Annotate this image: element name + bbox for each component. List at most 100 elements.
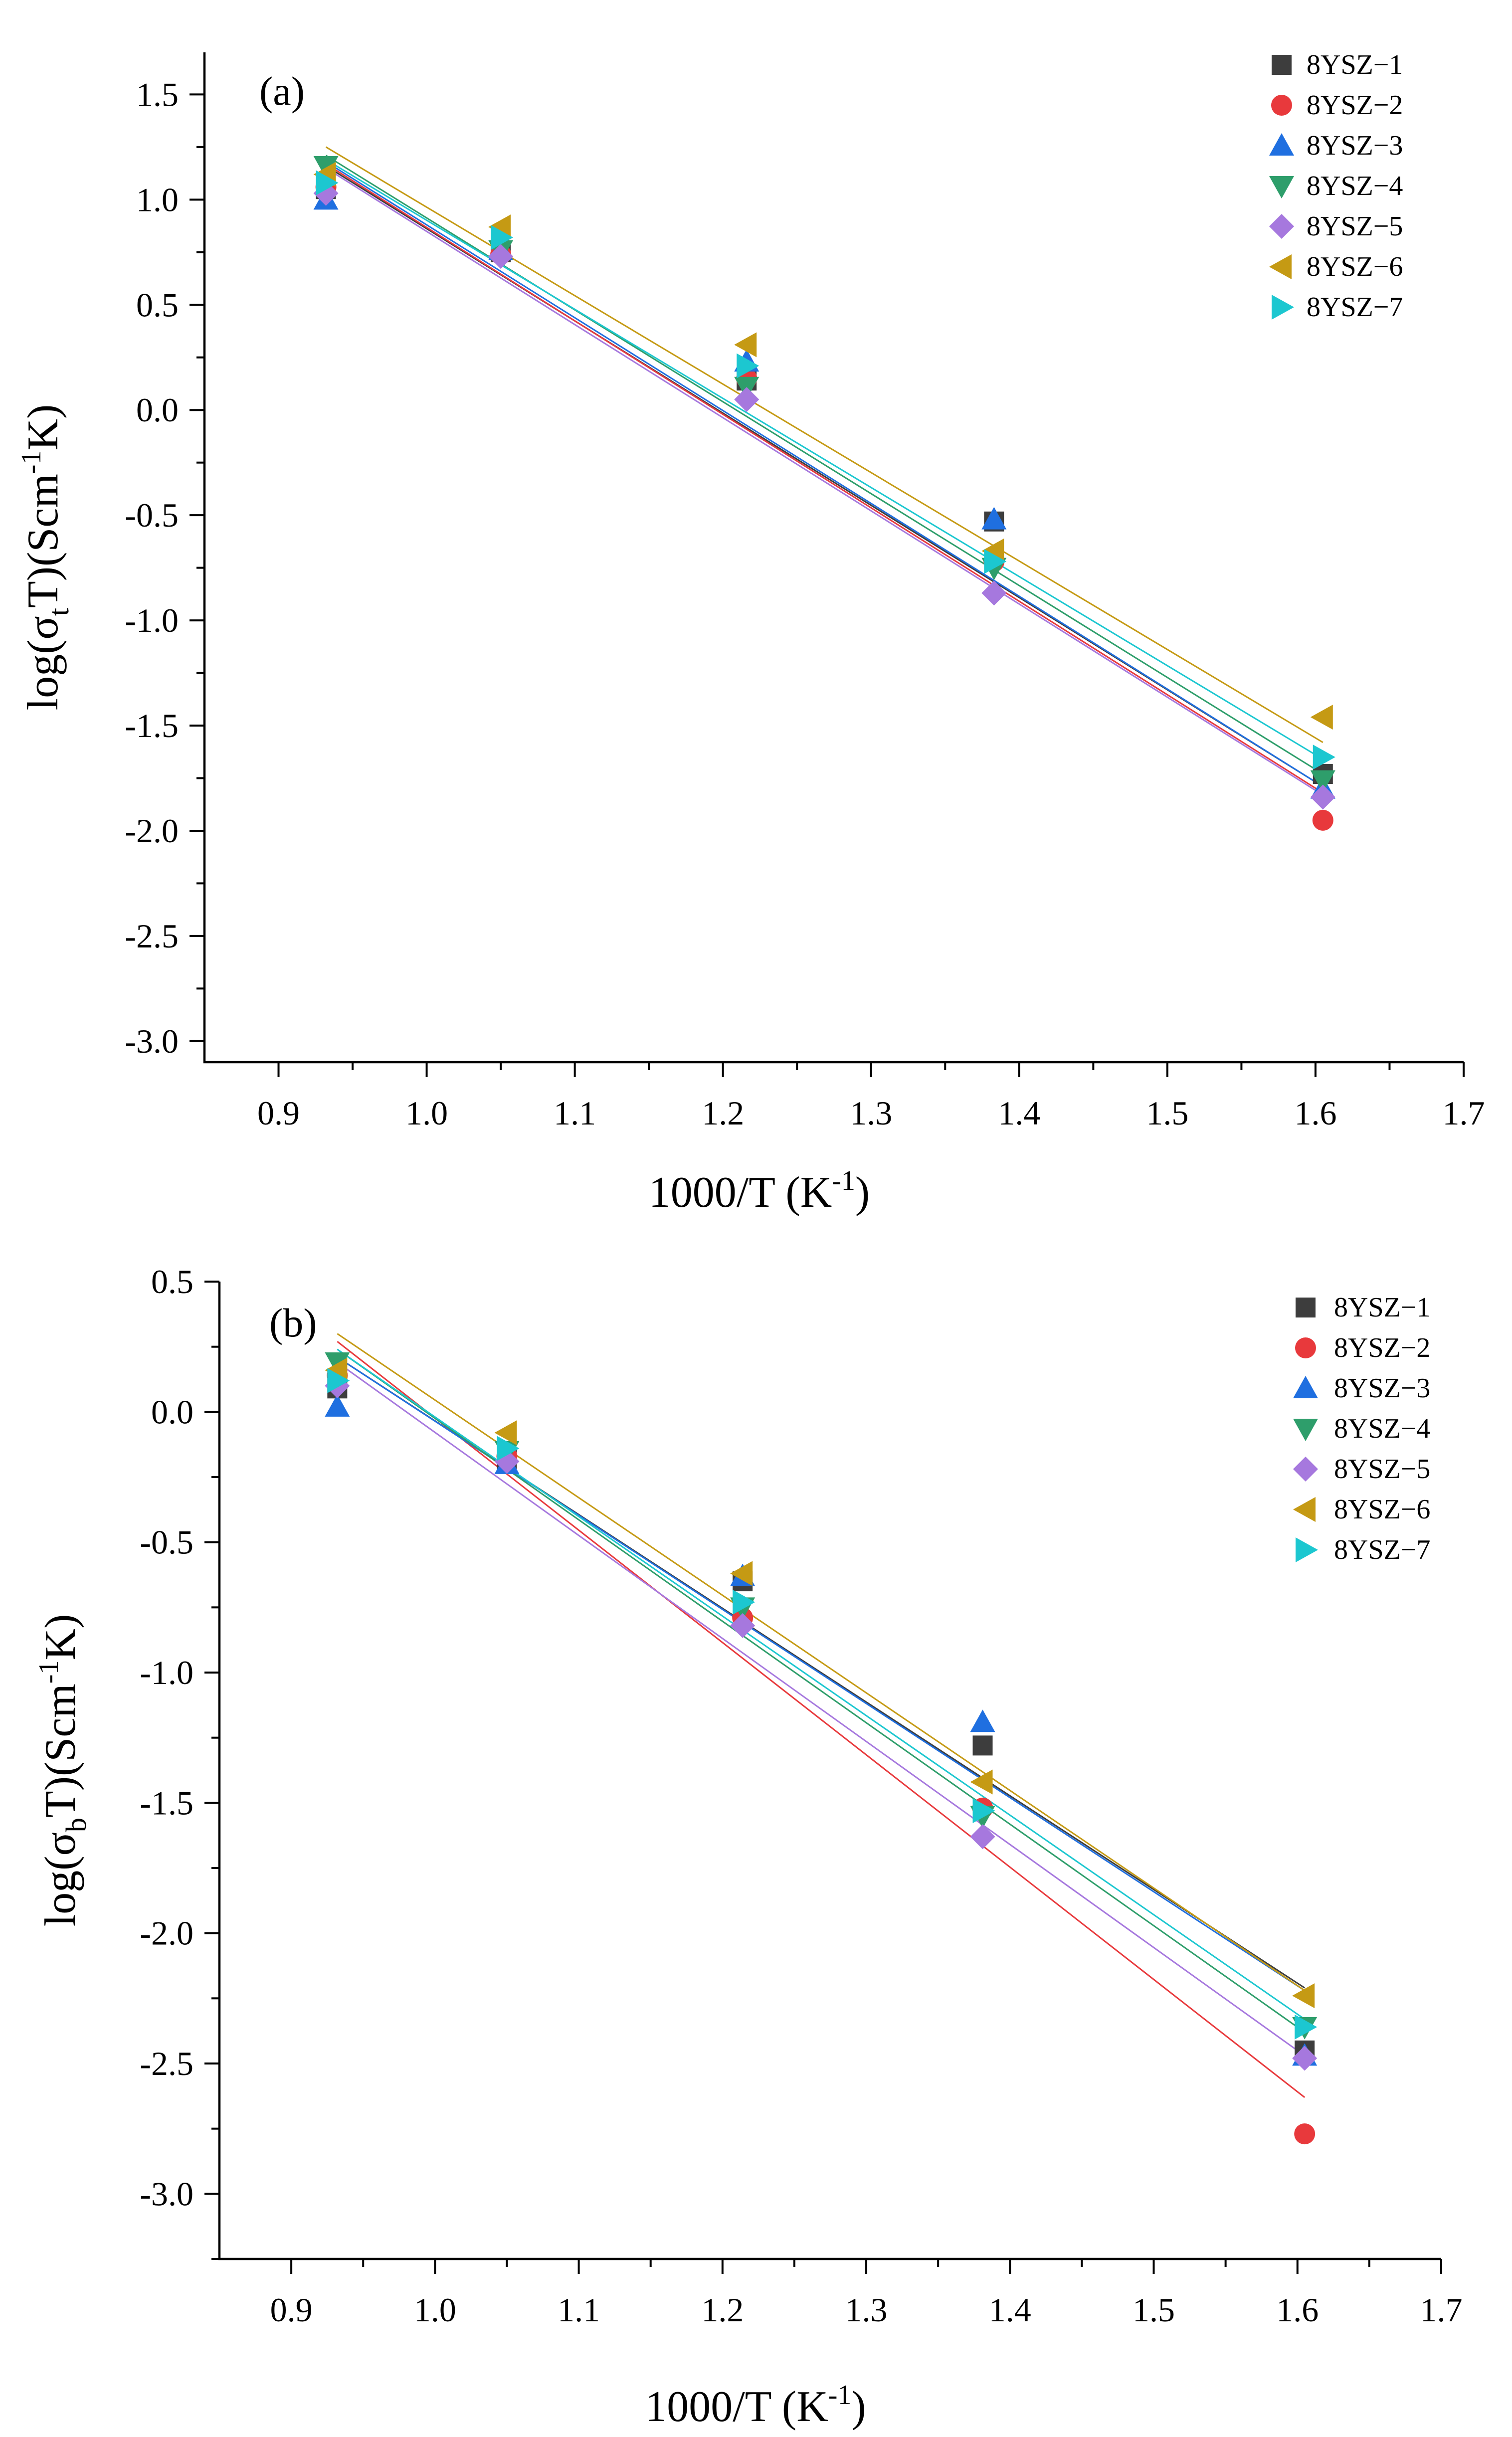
data-point-series-3-4 [970,1709,995,1732]
panel-b: 0.9 1.0 1.1 1.2 1.3 1.4 1.5 1.6 1.7-3.0-2.5-2.0-… [33,1263,1463,2431]
y-tick-label: -1.5 [125,707,179,745]
x-tick-label: 1.7 [1420,2291,1463,2329]
fit-line-series-5 [325,167,1323,796]
legend-label-series-3: 8YSZ−3 [1307,130,1403,161]
y-tick-label: -2.5 [140,2045,193,2082]
legend-label-series-4: 8YSZ−4 [1307,171,1403,201]
legend-label-series-1: 8YSZ−1 [1307,49,1403,80]
x-axis-title: 1000/T (K-1) [649,1165,870,1217]
x-axis-title: 1000/T (K-1) [645,2380,866,2431]
fit-line-series-5 [337,1361,1306,2057]
data-point-series-3-1 [325,1394,350,1417]
legend-label-series-2: 8YSZ−2 [1334,1332,1430,1363]
legend-label-series-6: 8YSZ−6 [1334,1494,1430,1525]
data-point-series-7-3 [737,353,759,378]
legend: 8YSZ−1 8YSZ−2 8YSZ−3 8YSZ−4 8YSZ−5 8YSZ−6 8YSZ… [1269,49,1403,323]
fit-line-series-2 [325,163,1323,794]
x-tick-label: 0.9 [257,1094,300,1132]
legend-marker-series-4 [1293,1419,1318,1441]
legend-label-series-6: 8YSZ−6 [1307,251,1403,282]
legend: 8YSZ−1 8YSZ−2 8YSZ−3 8YSZ−4 8YSZ−5 8YSZ−6 8YSZ… [1293,1292,1430,1565]
y-tick-label: -1.0 [125,601,179,639]
y-tick-label: -0.5 [140,1523,193,1561]
legend-marker-series-5 [1269,214,1294,239]
y-tick-label: -1.5 [140,1784,193,1822]
legend-marker-series-5 [1293,1457,1318,1482]
x-tick-label: 1.4 [998,1094,1040,1132]
panel-a: 0.9 1.0 1.1 1.2 1.3 1.4 1.5 1.6 1.7-3.0-2.5-2.0-… [16,49,1485,1217]
fit-line-series-3 [325,161,1323,787]
legend-label-series-1: 8YSZ−1 [1334,1292,1430,1323]
data-point-series-7-2 [497,1436,520,1461]
x-tick-label: 1.0 [405,1094,448,1132]
x-tick-label: 1.6 [1276,2291,1319,2329]
y-ticks: -3.0 -2.5 -2.0 -1.5 -1.0 -0.5 0.0 0.5 [140,1263,219,2260]
y-tick-label: -3.0 [125,1022,179,1060]
data-point-series-6-4 [970,1769,993,1795]
legend-marker-series-7 [1272,295,1294,320]
data-point-series-4-1 [313,156,339,179]
y-axis-title: log(σtT)(Scm-1K) [16,404,75,711]
legend-marker-series-2 [1271,95,1292,116]
legend-marker-series-3 [1293,1376,1318,1398]
legend-label-series-5: 8YSZ−5 [1307,211,1403,242]
legend-marker-series-6 [1269,254,1292,279]
legend-marker-series-6 [1293,1497,1316,1522]
data-point-series-2-5 [1294,2123,1316,2145]
y-tick-label: -2.0 [140,1914,193,1952]
data-point-series-7-4 [984,549,1007,574]
panel-label: (a) [259,68,305,114]
legend-label-series-2: 8YSZ−2 [1307,90,1403,121]
data-point-series-5-4 [970,1824,995,1850]
legend-marker-series-2 [1295,1337,1316,1358]
data-point-series-7-3 [733,1589,756,1615]
legend-label-series-4: 8YSZ−4 [1334,1413,1430,1444]
data-point-series-6-5 [1310,705,1333,730]
y-tick-label: -1.0 [140,1654,193,1691]
x-tick-label: 1.7 [1443,1094,1485,1132]
y-tick-label: -0.5 [125,496,179,534]
y-tick-label: 1.5 [136,75,179,113]
y-tick-label: 0.5 [151,1263,193,1301]
legend-marker-series-1 [1296,1298,1316,1317]
legend-marker-series-7 [1296,1537,1318,1562]
data-point-series-5-4 [981,580,1007,606]
legend-label-series-7: 8YSZ−7 [1307,292,1403,323]
y-tick-label: 1.0 [136,181,179,218]
data-point-series-4-5 [1310,770,1335,793]
data-point-series-6-2 [494,1420,517,1446]
data-point-series-5-2 [488,244,514,269]
axes-frame [203,52,1464,1064]
data-point-series-7-4 [972,1798,995,1824]
data-point-series-5-5 [1310,784,1335,810]
x-tick-label: 1.6 [1294,1094,1336,1132]
data-points [313,156,1335,831]
data-point-series-7-5 [1295,2014,1318,2040]
x-ticks: 0.9 1.0 1.1 1.2 1.3 1.4 1.5 1.6 1.7 [270,2259,1463,2329]
data-point-series-7-2 [491,225,514,250]
data-points [325,1352,1318,2145]
y-tick-label: -2.5 [125,917,179,955]
y-axis-title: log(σbT)(Scm-1K) [33,1614,92,1927]
x-ticks: 0.9 1.0 1.1 1.2 1.3 1.4 1.5 1.6 1.7 [257,1062,1485,1132]
data-point-series-7-5 [1313,745,1335,770]
data-point-series-7-1 [316,170,339,195]
y-tick-label: 0.5 [136,286,179,324]
legend-marker-series-4 [1269,176,1294,198]
data-point-series-2-5 [1312,809,1333,831]
data-point-series-5-3 [730,1613,756,1638]
data-point-series-7-1 [327,1368,350,1393]
data-point-series-6-5 [1292,1983,1315,2009]
x-tick-label: 1.0 [414,2291,456,2329]
y-tick-label: -2.0 [125,812,179,850]
legend-marker-series-3 [1269,133,1294,156]
x-tick-label: 1.3 [850,1094,892,1132]
y-tick-label: 0.0 [136,391,179,429]
x-tick-label: 1.1 [558,2291,600,2329]
x-tick-label: 1.4 [989,2291,1031,2329]
x-tick-label: 1.2 [701,2291,744,2329]
data-point-series-6-3 [734,332,757,358]
x-tick-label: 1.5 [1133,2291,1175,2329]
